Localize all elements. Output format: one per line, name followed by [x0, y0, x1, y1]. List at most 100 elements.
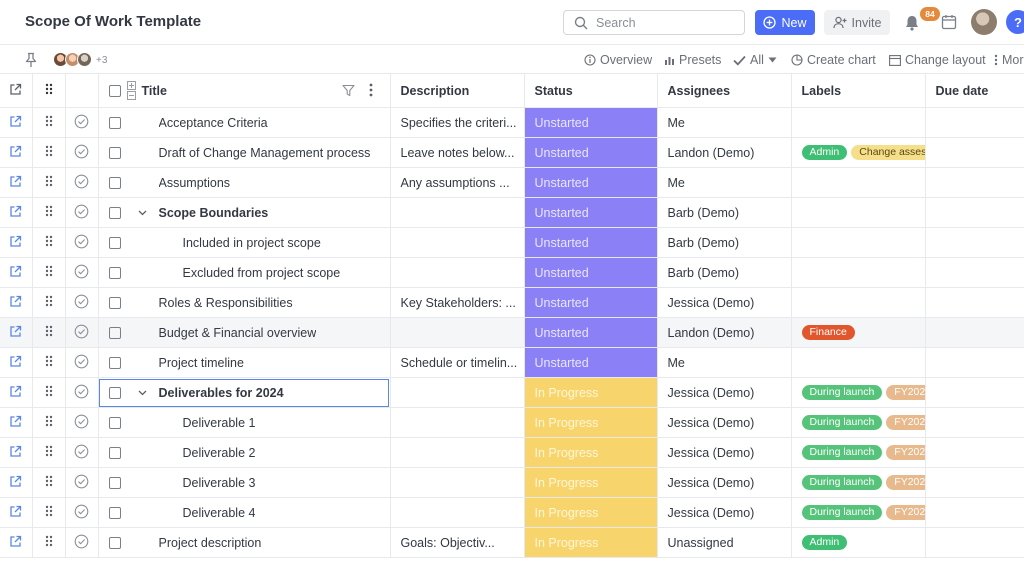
check-circle-icon[interactable] — [74, 354, 89, 369]
collapse-all-icon[interactable] — [126, 91, 136, 100]
filter-icon[interactable] — [341, 84, 355, 97]
label-pill[interactable]: During launch — [801, 445, 883, 460]
check-circle-icon[interactable] — [74, 384, 89, 399]
table-row[interactable]: Deliverables for 2024 In Progress Jessic… — [0, 377, 1024, 408]
complete-cell[interactable] — [65, 197, 99, 228]
external-link-icon[interactable] — [9, 445, 22, 458]
due-date-cell[interactable] — [925, 467, 1024, 498]
label-pill[interactable]: FY202 — [886, 505, 924, 520]
drag-cell[interactable] — [32, 467, 66, 498]
status-cell[interactable]: In Progress — [524, 467, 658, 498]
presets-button[interactable]: Presets — [664, 53, 721, 67]
search-input[interactable] — [596, 15, 726, 30]
row-checkbox[interactable] — [108, 416, 121, 429]
open-item-cell[interactable] — [0, 527, 33, 558]
open-item-cell[interactable] — [0, 107, 33, 138]
chevron-down-icon[interactable] — [137, 210, 149, 216]
external-link-icon[interactable] — [9, 235, 22, 248]
description-cell[interactable] — [390, 497, 525, 528]
external-link-icon[interactable] — [9, 295, 22, 308]
due-date-cell[interactable] — [925, 437, 1024, 468]
row-checkbox[interactable] — [108, 146, 121, 159]
assignee-cell[interactable]: Landon (Demo) — [657, 137, 792, 168]
open-item-cell[interactable] — [0, 137, 33, 168]
label-pill[interactable]: During launch — [801, 475, 883, 490]
complete-cell[interactable] — [65, 257, 99, 288]
drag-handle-icon[interactable] — [44, 265, 54, 277]
check-circle-icon[interactable] — [74, 534, 89, 549]
open-item-cell[interactable] — [0, 497, 33, 528]
table-row[interactable]: Deliverable 2 In Progress Jessica (Demo)… — [0, 437, 1024, 468]
due-date-column-header[interactable]: Due date — [925, 73, 1024, 108]
title-cell[interactable]: Deliverables for 2024 — [98, 377, 391, 408]
labels-cell[interactable] — [791, 107, 926, 138]
check-circle-icon[interactable] — [74, 204, 89, 219]
complete-cell[interactable] — [65, 467, 99, 498]
status-cell[interactable]: Unstarted — [524, 257, 658, 288]
expand-all-icon[interactable] — [126, 81, 136, 90]
label-pill[interactable]: FY202 — [886, 445, 924, 460]
drag-cell[interactable] — [32, 497, 66, 528]
labels-cell[interactable] — [791, 167, 926, 198]
new-button[interactable]: New — [755, 10, 815, 35]
row-checkbox[interactable] — [108, 296, 121, 309]
labels-cell[interactable]: Finance — [791, 317, 926, 348]
drag-handle-icon[interactable] — [44, 115, 54, 127]
open-item-cell[interactable] — [0, 467, 33, 498]
status-column-header[interactable]: Status — [524, 73, 658, 108]
open-item-cell[interactable] — [0, 407, 33, 438]
status-cell[interactable]: In Progress — [524, 527, 658, 558]
external-link-icon[interactable] — [9, 355, 22, 368]
row-checkbox[interactable] — [108, 536, 121, 549]
drag-cell[interactable] — [32, 407, 66, 438]
complete-cell[interactable] — [65, 137, 99, 168]
label-pill[interactable]: Change asses — [851, 145, 924, 160]
bell-icon[interactable] — [902, 13, 922, 33]
calendar-icon[interactable] — [940, 13, 958, 31]
due-date-cell[interactable] — [925, 497, 1024, 528]
table-row[interactable]: Assumptions Any assumptions ... Unstarte… — [0, 167, 1024, 198]
external-link-icon[interactable] — [9, 505, 22, 518]
assignee-cell[interactable]: Jessica (Demo) — [657, 407, 792, 438]
external-link-icon[interactable] — [9, 475, 22, 488]
open-item-cell[interactable] — [0, 197, 33, 228]
status-cell[interactable]: In Progress — [524, 407, 658, 438]
labels-cell[interactable] — [791, 347, 926, 378]
row-checkbox[interactable] — [108, 266, 121, 279]
description-cell[interactable]: Any assumptions ... — [390, 167, 525, 198]
drag-handle-icon[interactable] — [44, 235, 54, 247]
external-link-icon[interactable] — [9, 535, 22, 548]
row-checkbox[interactable] — [108, 506, 121, 519]
external-link-icon[interactable] — [9, 145, 22, 158]
member-avatar[interactable] — [77, 52, 92, 67]
row-checkbox[interactable] — [108, 206, 121, 219]
drag-handle-icon[interactable] — [44, 295, 54, 307]
row-checkbox[interactable] — [108, 356, 121, 369]
drag-cell[interactable] — [32, 317, 66, 348]
drag-handle-icon[interactable] — [44, 415, 54, 427]
complete-cell[interactable] — [65, 377, 99, 408]
due-date-cell[interactable] — [925, 227, 1024, 258]
expand-collapse-all[interactable] — [126, 81, 136, 100]
label-pill[interactable]: FY202 — [886, 385, 924, 400]
assignee-cell[interactable]: Jessica (Demo) — [657, 467, 792, 498]
check-circle-icon[interactable] — [74, 294, 89, 309]
drag-handle-icon[interactable] — [44, 205, 54, 217]
assignee-cell[interactable]: Jessica (Demo) — [657, 377, 792, 408]
status-cell[interactable]: Unstarted — [524, 227, 658, 258]
due-date-cell[interactable] — [925, 167, 1024, 198]
due-date-cell[interactable] — [925, 107, 1024, 138]
search-box[interactable] — [563, 10, 745, 35]
row-checkbox[interactable] — [108, 236, 121, 249]
assignee-cell[interactable]: Barb (Demo) — [657, 257, 792, 288]
external-link-icon[interactable] — [9, 385, 22, 398]
label-pill[interactable]: During launch — [801, 505, 883, 520]
labels-cell[interactable]: During launch FY202 — [791, 377, 926, 408]
check-circle-icon[interactable] — [74, 264, 89, 279]
filter-all-dropdown[interactable]: All — [733, 53, 777, 67]
status-cell[interactable]: In Progress — [524, 497, 658, 528]
complete-cell[interactable] — [65, 437, 99, 468]
drag-handle-icon[interactable] — [44, 505, 54, 517]
description-cell[interactable] — [390, 437, 525, 468]
drag-cell[interactable] — [32, 227, 66, 258]
